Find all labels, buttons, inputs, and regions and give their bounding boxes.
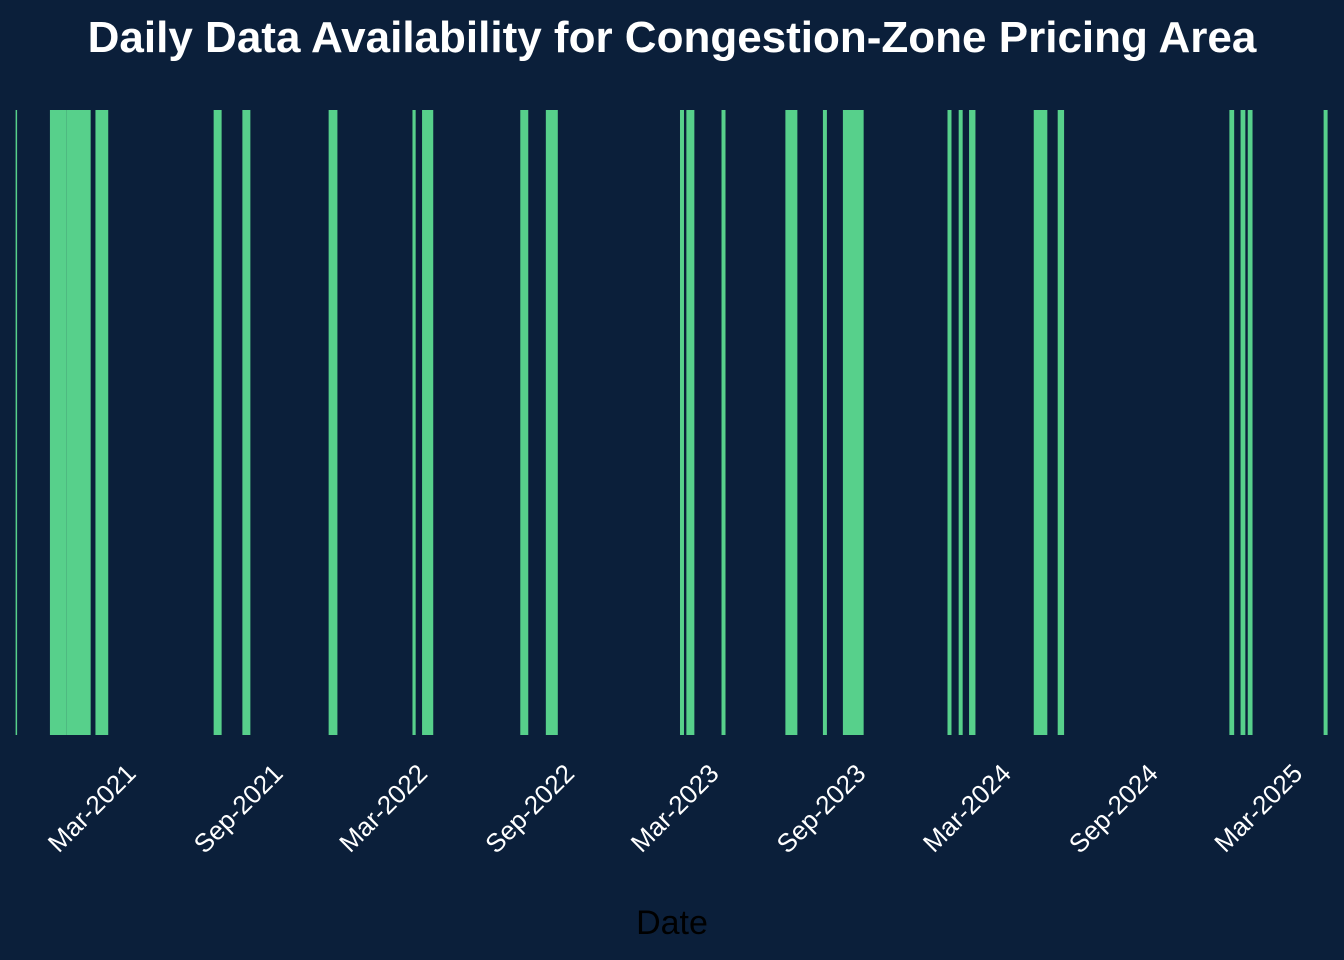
availability-bar [15,110,18,735]
x-tick-label: Sep-2021 [188,758,289,859]
availability-bar [66,110,91,735]
availability-bar [969,110,976,735]
availability-bar [422,110,434,735]
availability-bar [721,110,726,735]
availability-bar [842,110,864,735]
availability-bar [545,110,558,735]
chart-title: Daily Data Availability for Congestion-Z… [88,13,1257,62]
availability-bar [412,110,416,735]
availability-bar [1057,110,1065,735]
availability-bar [49,110,67,735]
availability-bar [213,110,222,735]
x-tick-labels: Mar-2021 Sep-2021 Mar-2022 Sep-2022 Mar-2023… [42,758,1309,859]
availability-bar [1323,110,1328,735]
availability-bar [679,110,684,735]
availability-bar [1229,110,1235,735]
availability-bar [958,110,963,735]
availability-bar [1240,110,1246,735]
availability-bar [1247,110,1253,735]
availability-bar [95,110,109,735]
availability-bar [520,110,529,735]
availability-bar [686,110,695,735]
x-axis-title: Date [636,904,708,942]
x-tick-label: Mar-2021 [42,758,142,858]
availability-bar [328,110,338,735]
availability-bar [947,110,952,735]
x-tick-label: Sep-2023 [770,758,871,859]
bars-layer [15,110,1328,735]
x-tick-label: Sep-2024 [1063,758,1164,859]
x-tick-label: Mar-2023 [625,758,725,858]
x-tick-label: Sep-2022 [479,758,580,859]
x-tick-label: Mar-2024 [917,758,1017,858]
x-tick-label: Mar-2025 [1208,758,1308,858]
availability-bar [242,110,251,735]
availability-bar [785,110,798,735]
availability-bar [1033,110,1048,735]
x-tick-label: Mar-2022 [333,758,433,858]
availability-bar [822,110,827,735]
